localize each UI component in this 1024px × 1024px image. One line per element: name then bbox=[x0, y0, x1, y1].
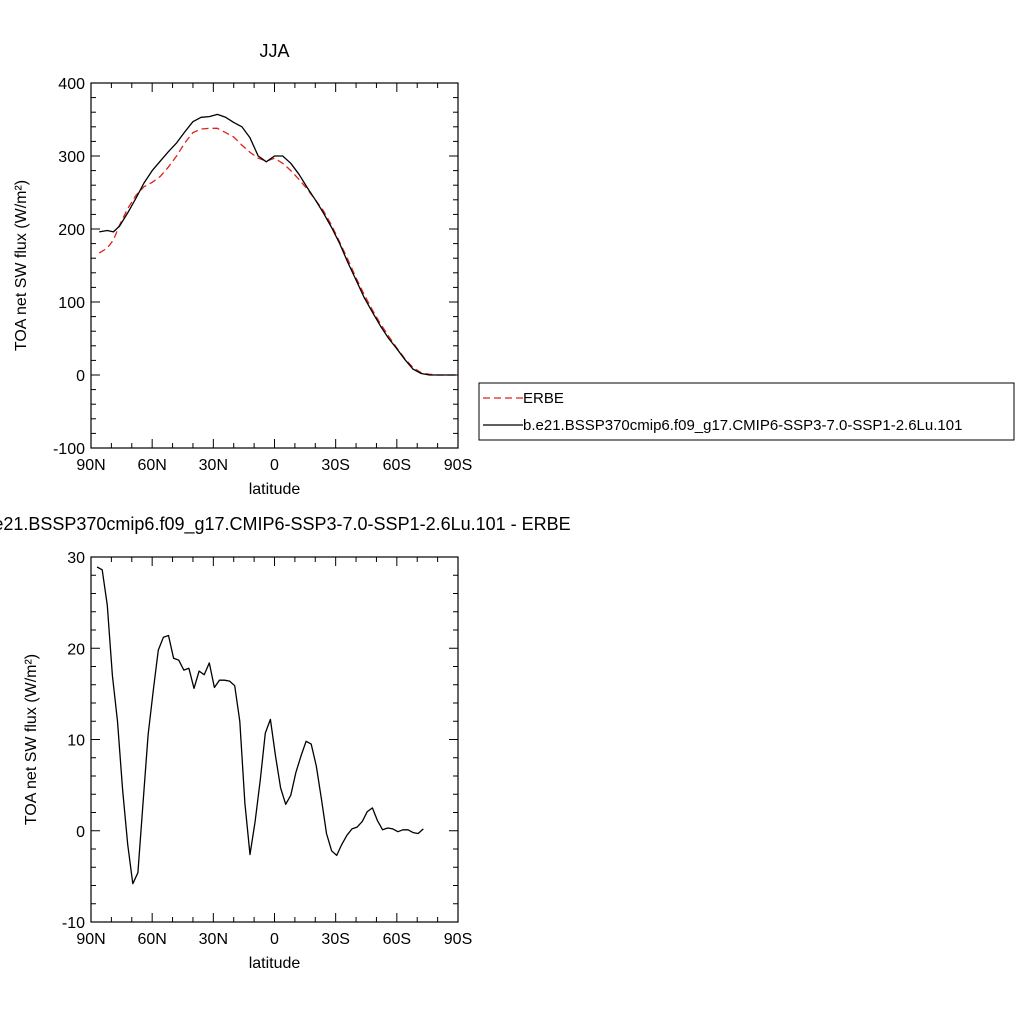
legend-label-1: ERBE bbox=[523, 390, 564, 407]
y-axis-label: TOA net SW flux (W/m²) bbox=[13, 180, 30, 351]
x-tick-label: 0 bbox=[270, 931, 279, 948]
x-tick-label: 30S bbox=[321, 931, 349, 948]
x-tick-label: 60N bbox=[137, 931, 166, 948]
plot-frame bbox=[90, 82, 459, 449]
series-line-1 bbox=[98, 127, 456, 376]
series-line-2 bbox=[99, 113, 456, 376]
x-tick-label: 30N bbox=[199, 931, 228, 948]
series-line-1 bbox=[96, 566, 424, 885]
x-tick-label: 90N bbox=[76, 931, 105, 948]
y-axis-label: TOA net SW flux (W/m²) bbox=[23, 654, 40, 825]
plot-frame bbox=[90, 556, 459, 923]
y-tick-label: -10 bbox=[62, 915, 85, 932]
chart-1: JJA 90N 60N 30N 0 30S 60S 90S -100 0 100 200 300 400 l… bbox=[13, 41, 1015, 498]
x-tick-label: 30N bbox=[199, 457, 228, 474]
y-tick-label: 200 bbox=[58, 222, 85, 239]
x-tick-label: 60S bbox=[383, 457, 411, 474]
x-tick-label: 0 bbox=[270, 457, 279, 474]
y-tick-label: 30 bbox=[67, 550, 85, 567]
x-tick-label: 30S bbox=[321, 457, 349, 474]
x-tick-label: 60S bbox=[383, 931, 411, 948]
x-axis-label: latitude bbox=[249, 481, 301, 498]
y-tick-label: 20 bbox=[67, 641, 85, 658]
y-tick-label: 10 bbox=[67, 733, 85, 750]
x-tick-label: 90N bbox=[76, 457, 105, 474]
chart-title: JJA bbox=[259, 41, 289, 61]
x-tick-label: 60N bbox=[137, 457, 166, 474]
x-axis-label: latitude bbox=[249, 955, 301, 972]
y-tick-label: -100 bbox=[53, 441, 85, 458]
y-tick-label: 400 bbox=[58, 76, 85, 93]
legend-box bbox=[478, 382, 1015, 441]
chart-2: b.e21.BSSP370cmip6.f09_g17.CMIP6-SSP3-7.… bbox=[0, 514, 571, 972]
y-tick-label: 100 bbox=[58, 295, 85, 312]
y-tick-label: 0 bbox=[76, 368, 85, 385]
x-tick-label: 90S bbox=[444, 457, 472, 474]
y-tick-label: 300 bbox=[58, 149, 85, 166]
legend: ERBE b.e21.BSSP370cmip6.f09_g17.CMIP6-SSP… bbox=[478, 382, 1015, 441]
chart-title: b.e21.BSSP370cmip6.f09_g17.CMIP6-SSP3-7.… bbox=[0, 514, 571, 535]
legend-label-2: b.e21.BSSP370cmip6.f09_g17.CMIP6-SSP3-7.… bbox=[523, 417, 962, 434]
x-tick-label: 90S bbox=[444, 931, 472, 948]
y-tick-label: 0 bbox=[76, 824, 85, 841]
